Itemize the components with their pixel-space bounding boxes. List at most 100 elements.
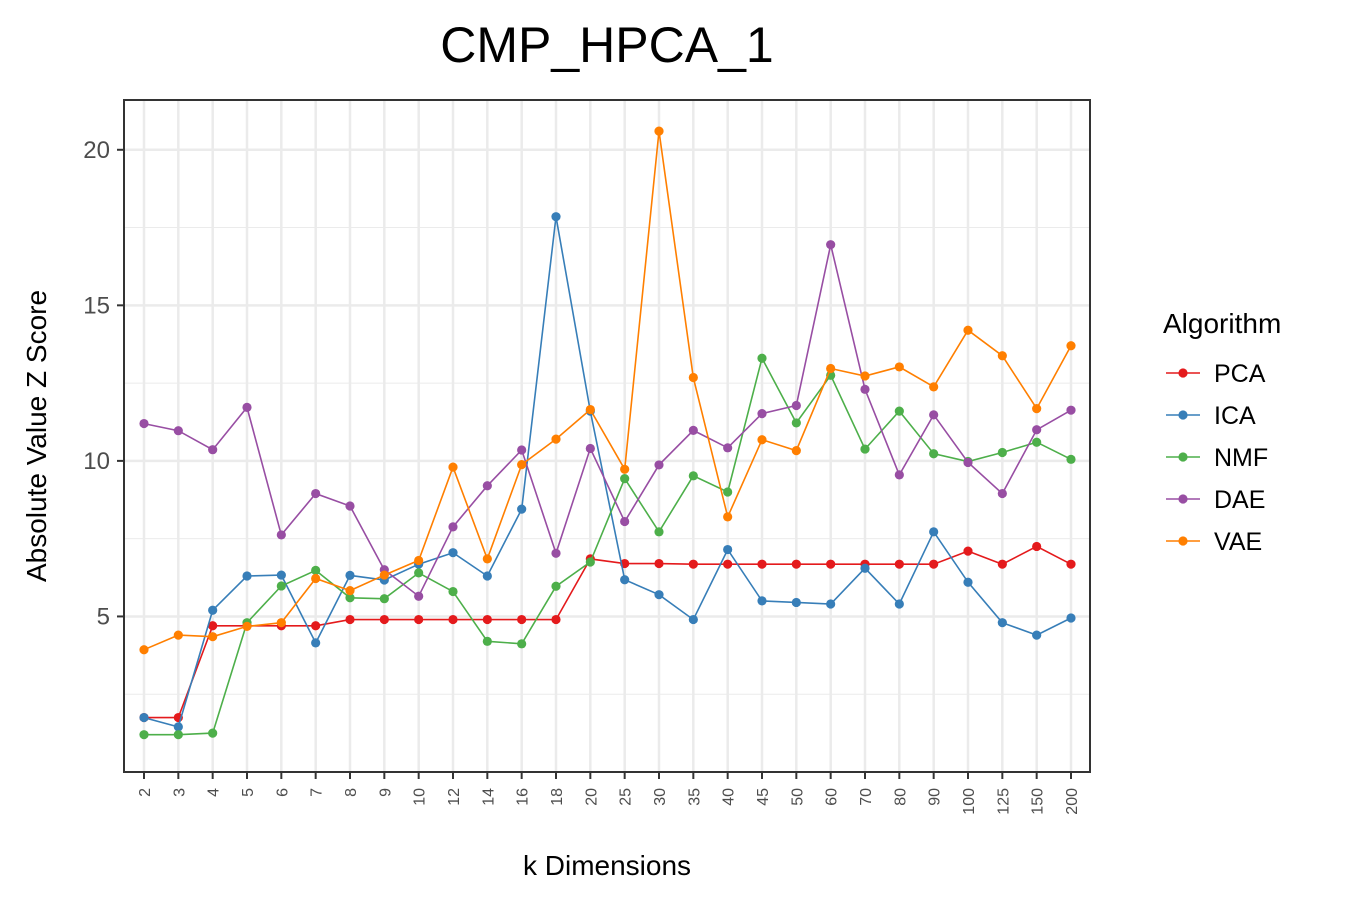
data-point [448,522,458,532]
data-point [482,571,492,581]
data-point [1066,559,1076,569]
data-point [311,621,321,631]
x-tick-label: 70 [858,788,875,806]
data-point [448,586,458,597]
data-point [276,581,286,591]
chart-title: CMP_HPCA_1 [440,17,773,73]
data-point [311,638,321,648]
y-tick-label: 20 [83,137,110,164]
x-tick-label: 2 [137,788,154,797]
data-point [585,443,595,454]
data-point [482,481,492,491]
data-point [791,446,801,456]
data-point [757,559,767,569]
data-point [688,614,698,625]
data-point [1066,341,1076,351]
data-point [826,363,836,374]
series-line [143,244,1072,598]
data-point [997,559,1007,569]
data-point [654,527,664,537]
data-point [311,488,321,499]
legend-item-dae: DAE [1166,486,1265,514]
data-point [208,632,218,642]
data-point [345,570,355,580]
data-point [963,457,973,468]
x-tick-label: 35 [686,788,703,806]
data-point [963,546,973,556]
x-tick-label: 16 [515,788,532,806]
data-point [688,425,698,435]
x-tick-label: 40 [721,788,738,806]
legend-label: NMF [1214,444,1268,472]
legend-key-point [1178,536,1188,546]
data-point [894,362,904,372]
x-tick-label: 5 [240,788,257,797]
data-point [997,447,1007,458]
x-tick-label: 80 [892,788,909,806]
data-point [654,558,664,569]
data-point [860,444,870,454]
data-point [791,559,801,569]
series-line [143,216,1072,728]
series-vae [139,126,1076,655]
data-point [929,527,939,537]
data-point [173,722,183,732]
data-point [894,406,904,416]
data-point [517,504,527,514]
data-point [311,565,321,576]
data-point [1066,454,1076,464]
data-point [1032,437,1042,447]
data-point [139,418,149,429]
data-point [482,554,492,564]
data-point [826,599,836,609]
data-point [826,240,836,250]
data-point [894,470,904,480]
x-tick-label: 90 [927,788,944,806]
legend-key-point [1178,368,1188,378]
data-point [791,400,801,411]
data-point [688,372,698,383]
x-tick-label: 9 [377,788,394,797]
data-point [173,730,183,740]
data-point [208,728,218,738]
legend-key-point [1178,452,1188,462]
legend-key-point [1178,494,1188,504]
x-tick-label: 200 [1064,788,1081,815]
data-point [139,645,149,655]
data-point [997,618,1007,628]
data-point [929,410,939,420]
data-point [654,590,664,600]
data-point [379,614,389,625]
data-point [276,530,286,540]
data-point [1032,541,1042,552]
legend-item-pca: PCA [1166,360,1266,388]
data-point [345,586,355,596]
data-point [654,126,664,136]
series-dae [139,240,1076,601]
plot-panel-border [123,99,1091,773]
legend: Algorithm PCA ICA NMF DAE VAE [1163,308,1281,556]
series-line [144,545,1072,719]
data-point [379,594,389,604]
data-point [139,730,149,740]
data-point [414,591,424,601]
x-tick-label: 8 [343,788,360,797]
data-point [723,559,733,569]
data-point [585,404,595,415]
data-point [620,474,630,484]
gridlines [124,100,1090,772]
x-tick-label: 10 [412,788,429,806]
data-point [997,488,1007,499]
x-tick-label: 12 [446,788,463,806]
data-point [757,353,767,363]
data-point [1032,425,1042,435]
data-point [620,516,630,527]
y-tick-label: 15 [83,292,110,319]
data-point [448,462,458,472]
data-point [139,712,149,723]
y-tick-label: 5 [97,603,110,630]
legend-item-vae: VAE [1166,528,1262,556]
data-point [723,443,733,453]
data-point [517,639,527,649]
data-point [208,605,218,615]
